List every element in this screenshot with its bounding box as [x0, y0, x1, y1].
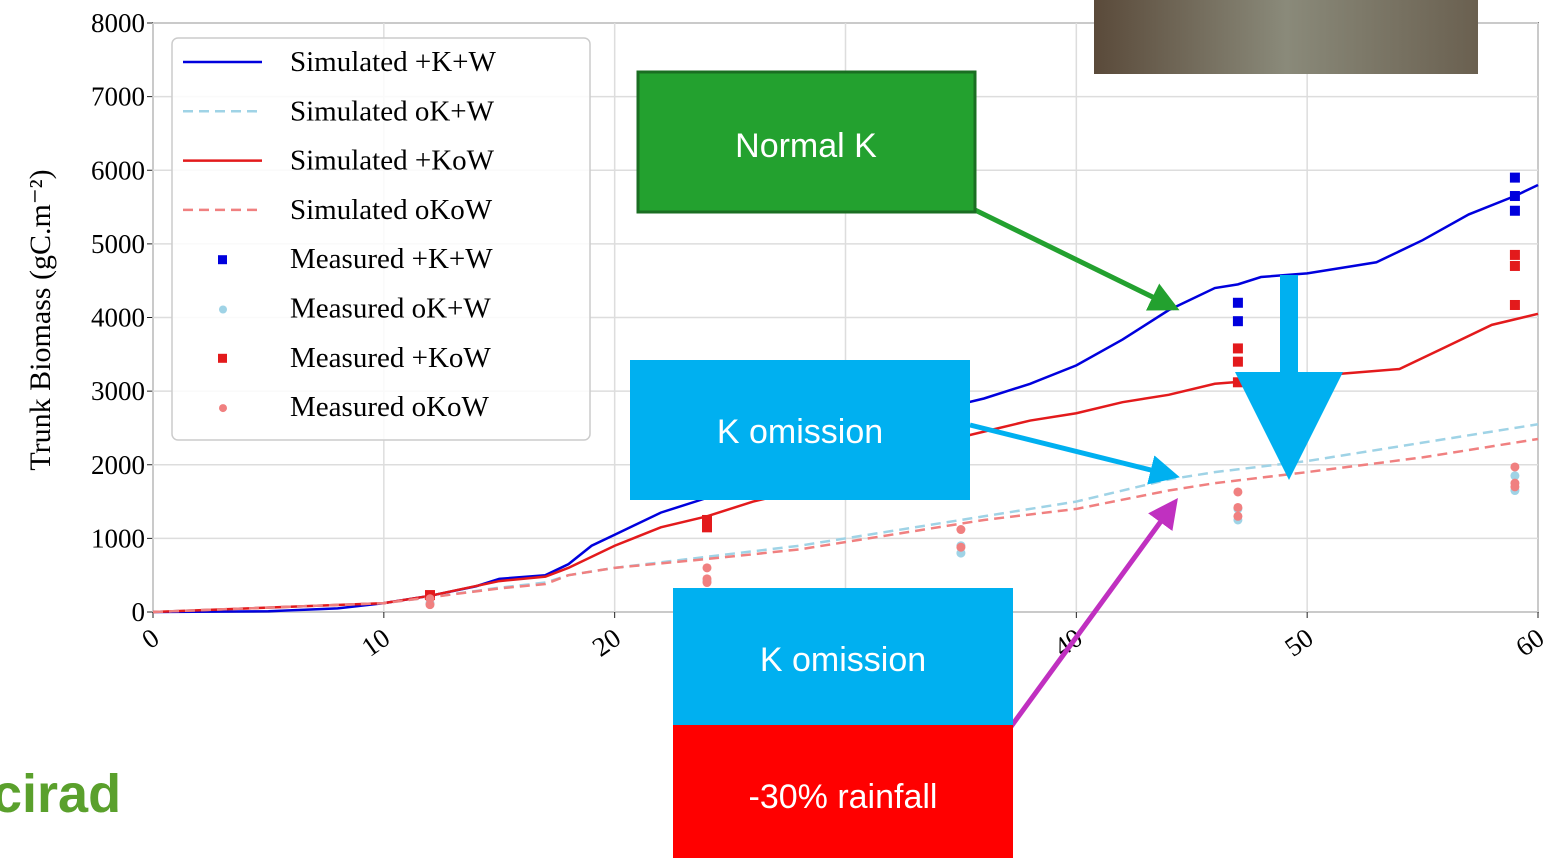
x-tick-label: 0: [136, 622, 164, 654]
marker: [426, 594, 435, 603]
marker: [1233, 503, 1242, 512]
y-tick-label: 5000: [91, 229, 145, 259]
legend-label: Simulated +KoW: [290, 145, 495, 177]
annotation: K omission: [760, 641, 926, 679]
slide: 0100020003000400050006000700080000102030…: [0, 0, 1558, 858]
marker: [1510, 300, 1520, 310]
y-tick-label: 4000: [91, 303, 145, 333]
marker: [956, 543, 965, 552]
legend-swatch: [218, 255, 227, 264]
annotation: -30% rainfall: [749, 778, 938, 816]
marker: [1233, 377, 1243, 387]
photo: [1094, 0, 1478, 74]
legend-swatch: [219, 404, 227, 412]
legend-label: Simulated oK+W: [290, 95, 495, 127]
y-tick-label: 1000: [91, 523, 145, 553]
marker: [1510, 261, 1520, 271]
legend-label: Measured oK+W: [290, 293, 491, 325]
marker: [1233, 487, 1242, 496]
marker: [703, 574, 712, 583]
marker: [1233, 298, 1243, 308]
marker: [956, 525, 965, 534]
marker: [1233, 343, 1243, 353]
legend-swatch: [218, 354, 227, 363]
marker: [703, 563, 712, 572]
marker: [1510, 191, 1520, 201]
y-tick-label: 6000: [91, 155, 145, 185]
x-tick-label: 20: [587, 622, 626, 662]
legend-label: Measured +K+W: [290, 243, 493, 275]
y-tick-label: 2000: [91, 450, 145, 480]
y-tick-label: 3000: [91, 376, 145, 406]
marker: [1233, 316, 1243, 326]
marker: [1510, 479, 1519, 488]
marker: [1233, 357, 1243, 367]
marker: [1510, 250, 1520, 260]
legend-label: Measured oKoW: [290, 391, 490, 423]
marker: [1233, 512, 1242, 521]
annotation: K omission: [717, 413, 883, 451]
x-tick-label: 50: [1279, 622, 1318, 662]
marker: [702, 515, 712, 525]
marker: [1510, 173, 1520, 183]
legend-label: Simulated oKoW: [290, 194, 493, 226]
y-tick-label: 0: [132, 597, 146, 627]
y-tick-label: 8000: [91, 8, 145, 38]
marker: [1510, 462, 1519, 471]
arrow: [970, 425, 1175, 476]
y-axis-label: Trunk Biomass (gC.m⁻²): [24, 169, 57, 470]
legend-label: Simulated +K+W: [290, 46, 497, 78]
arrow: [1010, 502, 1175, 728]
legend-swatch: [219, 306, 227, 314]
x-tick-label: 60: [1510, 622, 1549, 662]
legend-label: Measured +KoW: [290, 342, 491, 374]
logo: cirad: [0, 764, 121, 824]
y-tick-label: 7000: [91, 82, 145, 112]
marker: [1510, 206, 1520, 216]
annotation: Normal K: [735, 127, 877, 165]
arrow: [975, 210, 1175, 308]
x-tick-label: 10: [356, 622, 395, 662]
